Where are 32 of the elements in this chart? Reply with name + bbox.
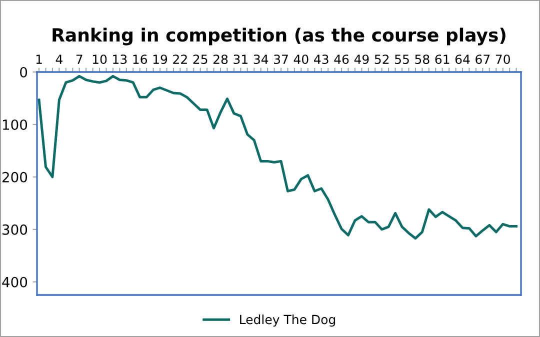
x-tick-label: 58 — [415, 54, 430, 64]
y-tick-label: 300 — [2, 224, 28, 235]
y-tick-label: 400 — [2, 276, 28, 288]
x-tick-label: 7 — [76, 54, 82, 64]
x-tick-label: 61 — [435, 54, 450, 64]
x-tick-label: 70 — [496, 54, 510, 64]
y-tick-label: 100 — [2, 119, 28, 130]
x-tick-label: 13 — [113, 54, 127, 64]
x-tick-label: 46 — [334, 54, 349, 64]
line-series — [38, 74, 518, 240]
chart-title: Ranking in competition (as the course plays) — [52, 28, 506, 46]
legend-label: Ledley The Dog — [240, 314, 336, 327]
x-tick-label: 40 — [294, 54, 308, 64]
x-tick-label: 22 — [173, 54, 187, 64]
y-tick-label: 0 — [20, 66, 28, 78]
x-tick-label: 37 — [274, 54, 288, 64]
x-tick-label: 67 — [476, 54, 490, 64]
x-tick-label: 52 — [374, 54, 389, 64]
x-tick-label: 31 — [234, 54, 248, 64]
x-tick-label: 16 — [133, 54, 148, 64]
x-tick-label: 28 — [213, 54, 228, 64]
x-tick-label: 55 — [395, 54, 409, 64]
x-tick-label: 43 — [314, 54, 328, 64]
x-tick-label: 49 — [354, 54, 369, 64]
x-tick-label: 4 — [56, 54, 62, 64]
x-tick-label: 19 — [153, 54, 168, 64]
x-tick-label: 25 — [193, 54, 208, 64]
x-tick-label: 34 — [254, 54, 268, 64]
x-tick-label: 1 — [36, 54, 42, 64]
x-tick-label: 10 — [92, 54, 107, 64]
x-tick-label: 64 — [455, 54, 470, 64]
y-tick-label: 200 — [2, 172, 28, 182]
